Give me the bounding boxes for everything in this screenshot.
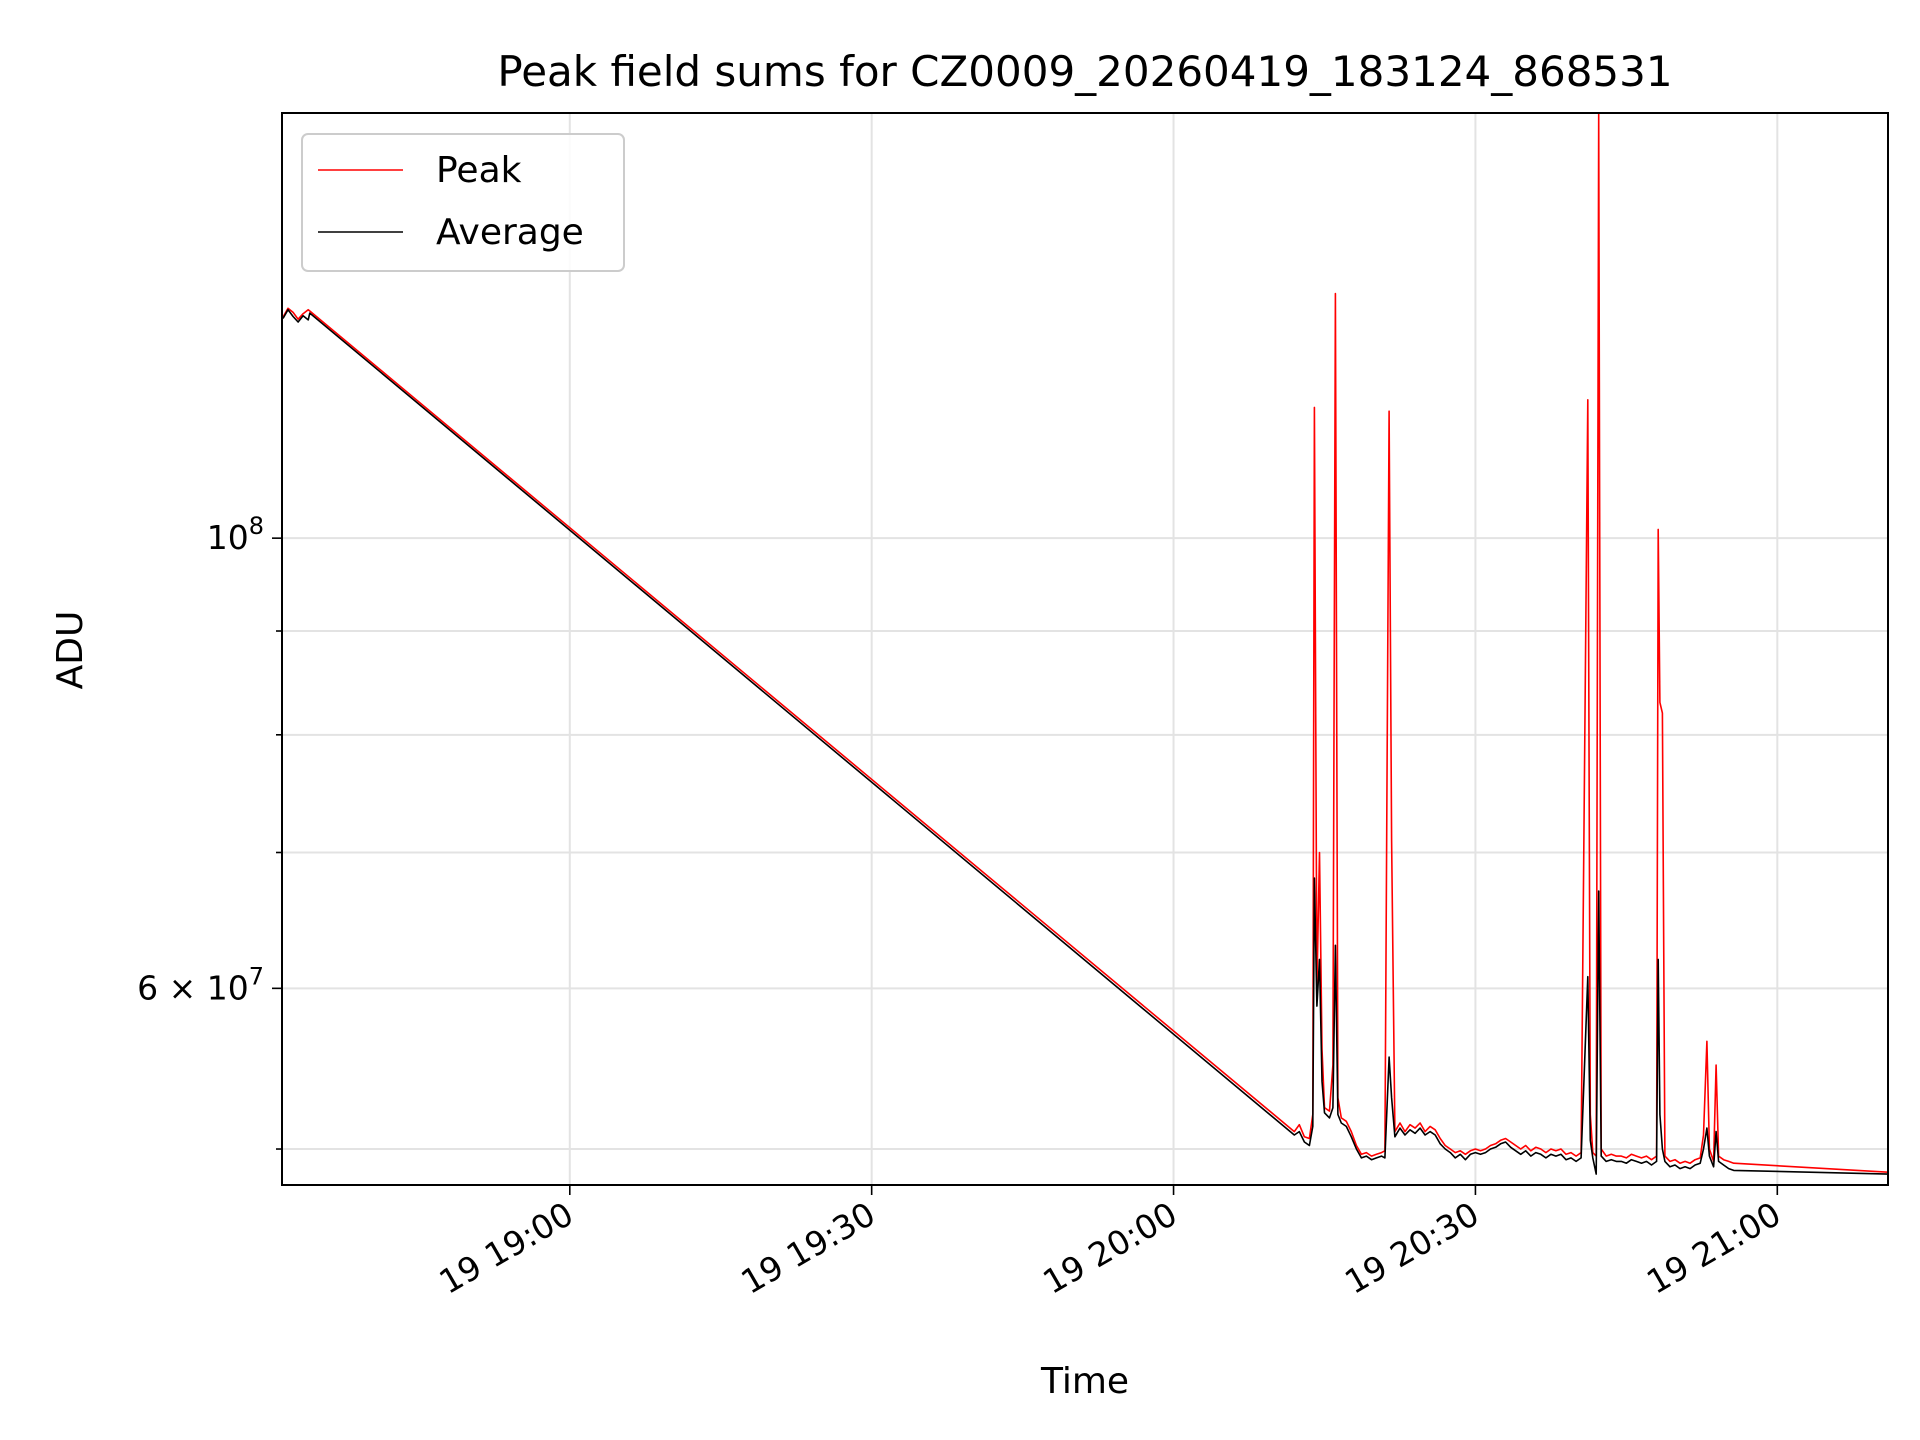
legend-label-average: Average [436,212,584,253]
series-line-average [282,308,1888,1175]
legend: Peak Average [301,133,625,272]
y-tick-label: 6 × 107 [137,962,264,1007]
y-tick-label-mantissa: 6 × 10 [137,968,249,1007]
chart-title: Peak field sums for CZ0009_20260419_1831… [497,47,1672,96]
y-tick-label-exponent: 8 [249,512,264,540]
grid [282,113,1888,1185]
y-tick-label: 108 [207,512,264,557]
legend-box [301,133,625,272]
y-axis-label: ADU [50,611,91,690]
plot-lines [282,113,1888,1175]
x-axis-label: Time [1040,1361,1129,1402]
y-tick-label-mantissa: 10 [207,518,249,557]
legend-label-peak: Peak [436,150,522,191]
plot-frame [281,112,1889,1186]
y-tick-label-exponent: 7 [249,962,264,990]
